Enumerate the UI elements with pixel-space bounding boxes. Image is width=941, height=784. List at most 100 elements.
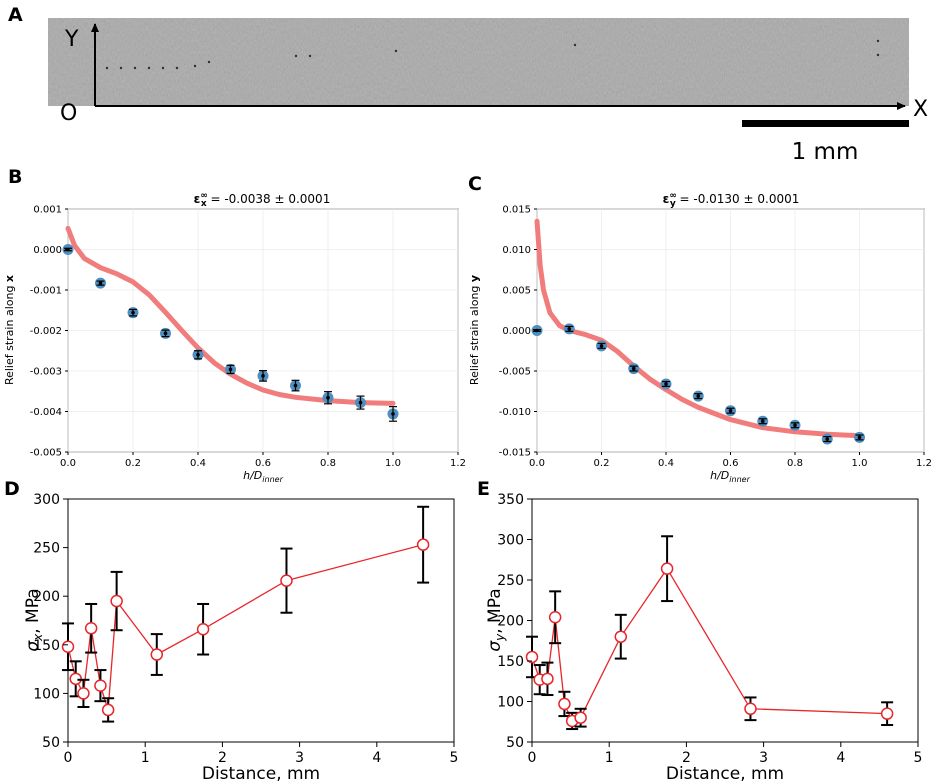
x-axis-title: Distance, mm <box>666 764 784 784</box>
indent-dot <box>161 66 165 70</box>
y-tick-label: -0.010 <box>499 407 531 418</box>
connecting-line <box>67 544 424 711</box>
title-value: = -0.0130 ± 0.0001 <box>676 192 800 206</box>
y-tick-label: -0.015 <box>499 448 531 459</box>
y-axis-title: Relief strain along y <box>468 275 481 385</box>
title-value: = -0.0038 ± 0.0001 <box>207 192 331 206</box>
panel-c-label: C <box>468 173 482 195</box>
data-points <box>525 535 894 731</box>
indent-dot <box>147 66 151 70</box>
y-tick-label: -0.003 <box>30 367 62 378</box>
plot-frame <box>67 498 455 743</box>
plot-frame <box>531 498 919 743</box>
x-title-sub: inner <box>262 475 283 484</box>
x-tick-label: 5 <box>450 750 459 766</box>
y-tick-label: 200 <box>497 614 524 630</box>
title-sup: ∞ <box>669 191 677 201</box>
data-point-marker <box>660 562 674 575</box>
panel-c-chart: C ε∞ y = -0.0130 ± 0.0001 0.0 0.2 0.4 0.6 0.8… <box>468 173 932 484</box>
panel-b-label: B <box>8 166 22 188</box>
grid <box>67 208 459 453</box>
data-point-marker <box>880 707 894 720</box>
x-tick-label: 3 <box>295 750 304 766</box>
x-tick-label: 0 <box>528 750 537 766</box>
y-tick-label: 0.010 <box>502 245 531 256</box>
data-point-marker <box>150 648 164 661</box>
title-sub: x <box>201 199 207 209</box>
indent-dot <box>207 60 211 64</box>
x-axis-title: h/Dinner <box>243 469 283 484</box>
data-points <box>531 323 865 445</box>
x-ticks: 0 1 2 3 4 5 <box>528 742 922 766</box>
indent-dot <box>193 64 197 68</box>
x-tick-label: 0.4 <box>658 458 674 469</box>
data-point-marker <box>280 574 293 587</box>
y-tick-label: 0.005 <box>502 286 531 297</box>
data-point-marker <box>548 611 562 624</box>
data-point-center <box>163 331 168 336</box>
y-tick-label: 150 <box>33 638 60 654</box>
data-point-marker <box>541 672 554 686</box>
data-point-center <box>825 437 830 441</box>
indent-dot <box>876 39 880 43</box>
indent-dot <box>394 49 398 53</box>
panel-a: A Y O X 1 mm <box>8 4 928 165</box>
y-tick-label: 0.015 <box>502 205 531 216</box>
data-point-center <box>599 344 604 348</box>
x-tick-label: 1.0 <box>852 458 868 469</box>
y-ticks: 0.015 0.010 0.005 0.000 -0.005 -0.010 -0.015 <box>499 205 537 459</box>
x-tick-label: 1.2 <box>916 458 932 469</box>
y-axis-label: Y <box>64 27 79 52</box>
y-tick-label: 100 <box>33 686 60 702</box>
y-tick-label: 200 <box>33 589 60 605</box>
title-sup: ∞ <box>200 191 208 201</box>
data-point-center <box>567 327 572 331</box>
data-point-marker <box>101 703 115 717</box>
x-tick-label: 2 <box>218 750 227 766</box>
y-title-bold: x <box>3 275 16 282</box>
data-point-center <box>728 408 733 413</box>
y-tick-label: -0.004 <box>30 407 62 418</box>
x-axis-title: h/Dinner <box>710 469 750 484</box>
data-point-marker <box>416 538 430 551</box>
data-point-center <box>664 382 668 386</box>
connecting-line-layer <box>531 567 888 722</box>
indent-dot <box>294 54 298 58</box>
y-tick-label: 0.001 <box>33 205 62 216</box>
x-tick-label: 0.2 <box>594 458 610 469</box>
y-ticks: 50 100 150 200 250 300 350 <box>497 492 532 751</box>
x-ticks: 0.0 0.2 0.4 0.6 0.8 1.0 1.2 <box>529 452 932 469</box>
y-tick-label: 350 <box>497 492 524 508</box>
fit-curve <box>534 218 862 439</box>
fit-curve <box>65 225 396 406</box>
data-point-center <box>696 394 701 398</box>
y-tick-label: 50 <box>42 735 60 751</box>
panel-a-label: A <box>8 4 23 26</box>
x-tick-label: 0.4 <box>190 458 206 469</box>
y-tick-label: 300 <box>497 533 524 549</box>
y-title-sub: x <box>31 633 45 642</box>
x-tick-label: 0.8 <box>787 458 803 469</box>
indent-dots <box>105 39 880 70</box>
data-point-marker <box>84 622 98 635</box>
data-point-center <box>228 367 233 372</box>
fit-layer <box>534 218 862 439</box>
x-title-main: h/D <box>243 469 262 482</box>
data-point-marker <box>94 679 107 692</box>
y-title-symbol: σ <box>23 640 43 652</box>
y-tick-label: 50 <box>506 735 524 751</box>
panel-e-label: E <box>477 478 490 500</box>
data-point-center <box>131 310 135 315</box>
panel-c-title: ε∞ y = -0.0130 ± 0.0001 <box>663 191 800 209</box>
panel-b-title: ε∞ x = -0.0038 ± 0.0001 <box>194 191 331 209</box>
data-point-marker <box>110 594 123 608</box>
data-point-marker <box>61 640 75 653</box>
y-tick-label: -0.005 <box>30 448 62 459</box>
data-point-marker <box>77 687 90 700</box>
data-points <box>61 505 430 723</box>
data-point-center <box>760 419 765 424</box>
y-ticks: 50 100 150 200 250 300 <box>33 492 68 751</box>
x-tick-label: 4 <box>372 750 381 766</box>
y-axis-title: σx, MPa <box>23 588 45 651</box>
